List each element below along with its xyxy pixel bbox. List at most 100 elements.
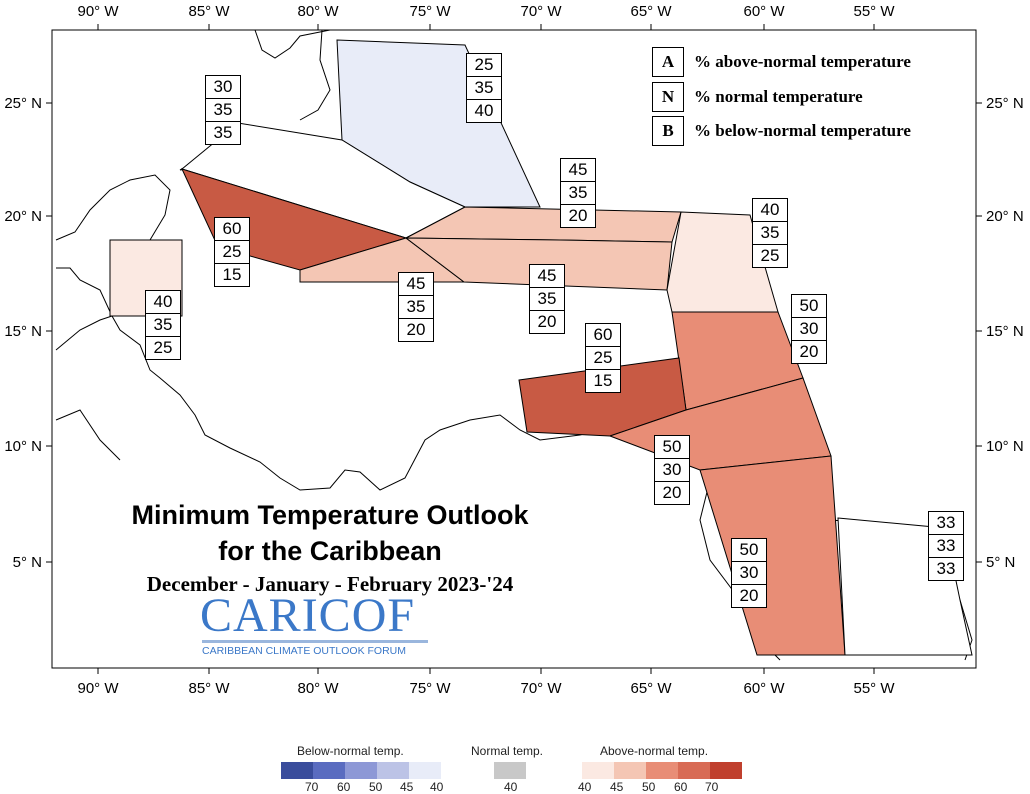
lon-label: 60° W [743, 3, 785, 20]
prob-box-hispaniola-pr: 45 35 20 [529, 264, 565, 334]
legend-swatch-below-45 [377, 762, 409, 779]
lat-labels-right: 25° N 20° N 15° N 10° N 5° N [986, 95, 1024, 571]
legend-swatch-above-60 [678, 762, 710, 779]
legend-below-label: Below-normal temp. [297, 744, 404, 758]
prob-above: 45 [561, 159, 595, 182]
prob-normal: 25 [215, 241, 249, 264]
prob-normal: 35 [146, 314, 180, 337]
lon-label: 85° W [188, 3, 230, 20]
legend-tick: 60 [337, 780, 351, 794]
lon-tick-marks [97, 24, 875, 674]
legend-tick: 40 [430, 780, 444, 794]
lat-label: 20° N [986, 208, 1024, 225]
prob-box-northern-leewards: 40 35 25 [752, 198, 788, 268]
prob-normal: 30 [732, 562, 766, 585]
prob-box-belize: 40 35 25 [145, 290, 181, 360]
legend-tick: 40 [578, 780, 592, 794]
lon-label: 85° W [188, 680, 230, 697]
prob-box-cuba-north: 30 35 35 [205, 75, 241, 145]
prob-below: 20 [537, 312, 557, 331]
legend-swatch-below-70 [281, 762, 313, 779]
legend-swatch-below-60 [313, 762, 345, 779]
legend-swatch-above-45 [614, 762, 646, 779]
prob-box-suriname-fg: 33 33 33 [928, 511, 964, 581]
legend-tick: 70 [705, 780, 719, 794]
prob-below: 20 [568, 206, 588, 225]
lon-label: 75° W [409, 680, 451, 697]
legend-tick: 60 [674, 780, 688, 794]
prob-normal: 33 [929, 535, 963, 558]
prob-above: 50 [732, 539, 766, 562]
key-text: % below-normal temperature [694, 121, 911, 140]
lon-label: 80° W [297, 680, 339, 697]
prob-below: 20 [799, 342, 819, 361]
prob-box-jamaica: 45 35 20 [398, 272, 434, 342]
prob-normal: 30 [655, 459, 689, 482]
prob-box-abc-islands: 60 25 15 [585, 323, 621, 393]
prob-box-guyana: 50 30 20 [731, 538, 767, 608]
prob-above: 25 [467, 54, 501, 77]
prob-box-trinidad-coast: 50 30 20 [654, 435, 690, 505]
prob-above: 45 [399, 273, 433, 296]
legend-swatch-normal [494, 762, 526, 779]
key-row-normal: N % normal temperature [652, 82, 863, 112]
lat-labels-left: 25° N 20° N 15° N 10° N 5° N [4, 95, 42, 571]
legend-swatch-below-40 [409, 762, 441, 779]
lon-label: 55° W [853, 3, 895, 20]
logo-underline [202, 640, 428, 643]
prob-normal: 35 [530, 288, 564, 311]
lat-label: 15° N [4, 323, 42, 340]
lon-label: 55° W [853, 680, 895, 697]
prob-normal: 35 [561, 182, 595, 205]
map-title: Minimum Temperature Outlook [131, 500, 529, 530]
lat-label: 15° N [986, 323, 1024, 340]
logo-subtitle: CARIBBEAN CLIMATE OUTLOOK FORUM [202, 645, 406, 657]
lat-label: 5° N [13, 554, 42, 571]
prob-above: 60 [215, 218, 249, 241]
prob-above: 45 [530, 265, 564, 288]
prob-below: 25 [153, 338, 173, 357]
prob-box-eastern-caribbean: 50 30 20 [791, 294, 827, 364]
lon-label: 65° W [630, 680, 672, 697]
lon-label: 90° W [77, 680, 119, 697]
legend-tick: 45 [610, 780, 624, 794]
prob-above: 50 [792, 295, 826, 318]
lon-labels-top: 90° W 85° W 80° W 75° W 70° W 65° W 60° … [77, 3, 895, 20]
prob-normal: 35 [206, 99, 240, 122]
prob-above: 40 [146, 291, 180, 314]
prob-below: 20 [739, 586, 759, 605]
prob-below: 40 [474, 101, 494, 120]
legend-tick: 50 [642, 780, 656, 794]
lon-label: 65° W [630, 3, 672, 20]
prob-above: 30 [206, 76, 240, 99]
lon-label: 70° W [520, 680, 562, 697]
legend-tick: 40 [504, 780, 518, 794]
lon-label: 90° W [77, 3, 119, 20]
key-row-above: A % above-normal temperature [652, 47, 911, 77]
prob-box-bahamas: 25 35 40 [466, 53, 502, 123]
lon-label: 75° W [409, 3, 451, 20]
lat-label: 10° N [4, 438, 42, 455]
prob-normal: 25 [586, 347, 620, 370]
prob-below: 20 [406, 320, 426, 339]
key-row-below: B % below-normal temperature [652, 116, 911, 146]
lon-label: 80° W [297, 3, 339, 20]
legend-normal-label: Normal temp. [471, 744, 544, 758]
legend-tick: 50 [369, 780, 383, 794]
prob-above: 33 [929, 512, 963, 535]
legend-tick: 45 [400, 780, 414, 794]
prob-below: 20 [662, 483, 682, 502]
key-letter: N [652, 82, 684, 112]
prob-normal: 35 [467, 77, 501, 100]
prob-below: 15 [593, 371, 613, 390]
prob-above: 40 [753, 199, 787, 222]
prob-below: 33 [936, 559, 956, 578]
prob-below: 25 [760, 246, 780, 265]
key-letter: B [652, 116, 684, 146]
prob-normal: 30 [792, 318, 826, 341]
prob-above: 50 [655, 436, 689, 459]
lat-label: 10° N [986, 438, 1024, 455]
key-text: % above-normal temperature [694, 52, 911, 71]
lat-tick-marks [46, 102, 982, 563]
legend-tick: 70 [305, 780, 319, 794]
